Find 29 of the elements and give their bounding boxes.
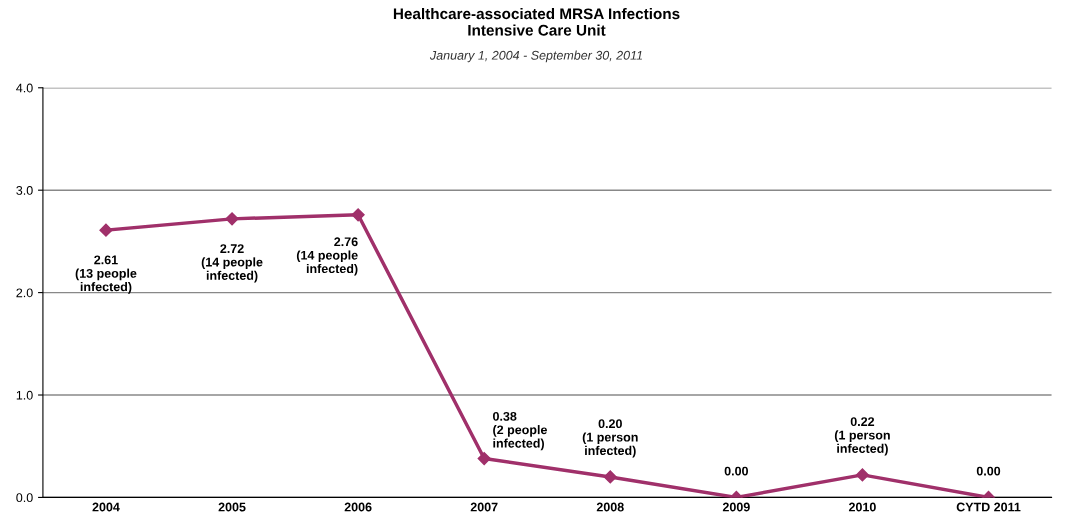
point	[477, 451, 491, 466]
point	[603, 470, 617, 484]
x-tick-label: 2010	[848, 502, 876, 512]
x-tick-label: 2004	[92, 502, 120, 512]
x-tick-label: 2005	[218, 502, 246, 512]
data-label: 2.72 (14 people infected)	[201, 244, 263, 283]
x-tick-label: 2006	[344, 502, 372, 512]
point	[855, 468, 870, 482]
chart-title: Healthcare-associated MRSA Infections Intensive Care Unit	[393, 7, 680, 36]
y-tick-label: 0.0	[16, 493, 33, 503]
y-tick-label: 1.0	[16, 390, 33, 400]
data-label: 0.00	[976, 466, 1001, 476]
y-tick-label: 4.0	[16, 83, 33, 93]
point	[99, 223, 113, 237]
chart-subtitle: January 1, 2004 - September 30, 2011	[429, 50, 643, 63]
point	[225, 212, 239, 226]
y-tick-label: 3.0	[16, 185, 33, 195]
point	[351, 208, 365, 222]
data-label: 0.20 (1 person infected)	[582, 419, 638, 458]
x-tick-label: CYTD 2011	[956, 502, 1021, 512]
x-tick-label: 2009	[722, 502, 750, 512]
data-label: 0.38 (2 people infected)	[493, 411, 547, 451]
data-label: 0.22 (1 person infected)	[834, 417, 890, 456]
x-tick-label: 2007	[470, 502, 498, 512]
x-tick-label: 2008	[596, 502, 624, 512]
data-label: 2.61 (13 people infected)	[75, 255, 137, 294]
data-label: 0.00	[724, 466, 748, 476]
y-tick-label: 2.0	[16, 288, 33, 298]
data-label: 2.76 (14 people infected)	[296, 237, 358, 276]
